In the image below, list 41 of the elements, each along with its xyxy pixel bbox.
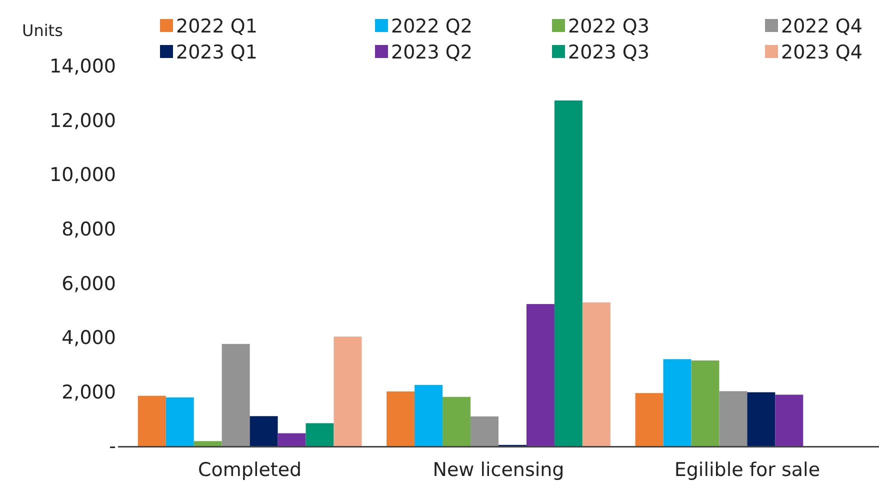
legend-label: 2022 Q2 bbox=[391, 16, 472, 38]
legend-label: 2022 Q3 bbox=[568, 16, 650, 38]
y-tick-label: 6,000 bbox=[62, 272, 116, 295]
bar bbox=[166, 397, 194, 446]
legend-label: 2022 Q4 bbox=[781, 16, 862, 38]
bar bbox=[470, 416, 498, 446]
legend-label: 2023 Q2 bbox=[391, 42, 472, 64]
legend-label: 2023 Q1 bbox=[176, 42, 258, 64]
bar bbox=[414, 384, 443, 446]
legend-label: 2023 Q4 bbox=[781, 42, 862, 64]
bar bbox=[222, 344, 250, 446]
bar bbox=[306, 423, 334, 446]
y-tick-label: 8,000 bbox=[62, 218, 116, 241]
bar bbox=[442, 396, 471, 446]
legend-label: 2023 Q3 bbox=[568, 42, 650, 64]
bar bbox=[719, 391, 748, 446]
bar bbox=[138, 396, 166, 446]
bar bbox=[386, 391, 415, 446]
bar bbox=[194, 441, 222, 446]
bar bbox=[663, 359, 692, 446]
y-tick-label: 12,000 bbox=[50, 110, 116, 132]
bar bbox=[278, 433, 306, 446]
legend-label: 2022 Q1 bbox=[176, 16, 258, 38]
bar bbox=[775, 394, 804, 446]
bar bbox=[635, 393, 664, 446]
y-tick-label: 2,000 bbox=[62, 381, 116, 404]
bar bbox=[334, 336, 362, 446]
y-axis-title: Units bbox=[22, 21, 63, 40]
x-tick-label: New licensing bbox=[432, 459, 564, 481]
x-tick-label: Completed bbox=[198, 459, 302, 481]
bar bbox=[582, 302, 610, 446]
x-tick-label: Egilible for sale bbox=[674, 459, 820, 481]
y-tick-label: - bbox=[109, 436, 116, 458]
bar bbox=[526, 304, 554, 446]
bar bbox=[250, 416, 278, 446]
bar bbox=[691, 360, 720, 446]
bar bbox=[747, 392, 776, 446]
y-tick-label: 10,000 bbox=[50, 164, 116, 186]
bar bbox=[554, 100, 582, 446]
y-tick-label: 4,000 bbox=[62, 327, 116, 350]
y-tick-label: 14,000 bbox=[50, 56, 116, 78]
